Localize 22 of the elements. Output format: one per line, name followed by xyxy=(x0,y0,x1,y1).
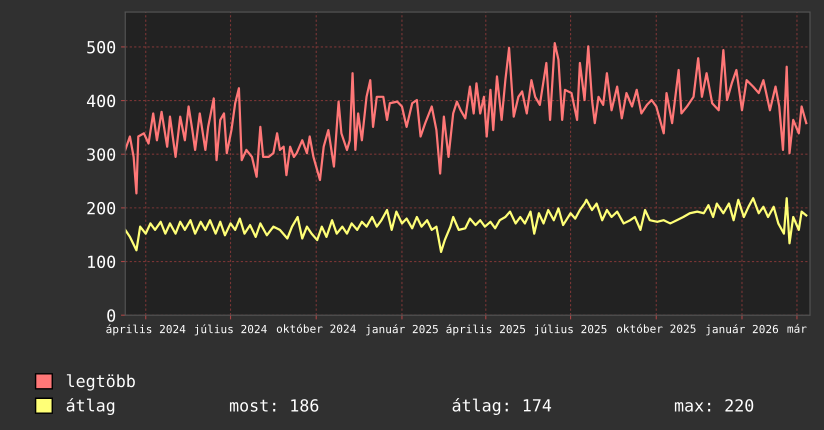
y-tick-label: 0 xyxy=(107,309,116,322)
y-tick-label: 300 xyxy=(87,148,116,161)
y-tick-label: 400 xyxy=(86,94,116,108)
y-tick-label: 200 xyxy=(87,202,116,214)
text: most: 186 xyxy=(230,399,318,412)
x-tick-label: már xyxy=(788,324,807,333)
legend-label: átlag xyxy=(66,398,114,415)
x-tick-label: október 2024 xyxy=(276,324,356,333)
y-tick-label: 100 xyxy=(88,256,116,268)
x-tick-label: július 2025 xyxy=(534,324,606,336)
x-tick-label: október 2025 xyxy=(616,324,696,333)
x-tick-label: április 2024 xyxy=(106,324,186,336)
x-tick-label: január 2026 xyxy=(706,324,778,336)
line-series xyxy=(125,197,808,253)
x-tick-label: július 2024 xyxy=(194,324,267,336)
x-tick-label: április 2025 xyxy=(446,324,526,336)
legend-label: legtöbb xyxy=(66,374,135,391)
line-series xyxy=(125,42,808,195)
text: átlag: 174 xyxy=(452,398,552,415)
x-tick-label: január 2025 xyxy=(366,324,438,336)
text: max: 220 xyxy=(674,399,754,412)
y-tick-label: 500 xyxy=(87,40,116,54)
